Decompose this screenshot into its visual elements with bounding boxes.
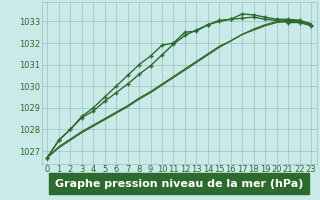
X-axis label: Graphe pression niveau de la mer (hPa): Graphe pression niveau de la mer (hPa) bbox=[55, 179, 303, 189]
